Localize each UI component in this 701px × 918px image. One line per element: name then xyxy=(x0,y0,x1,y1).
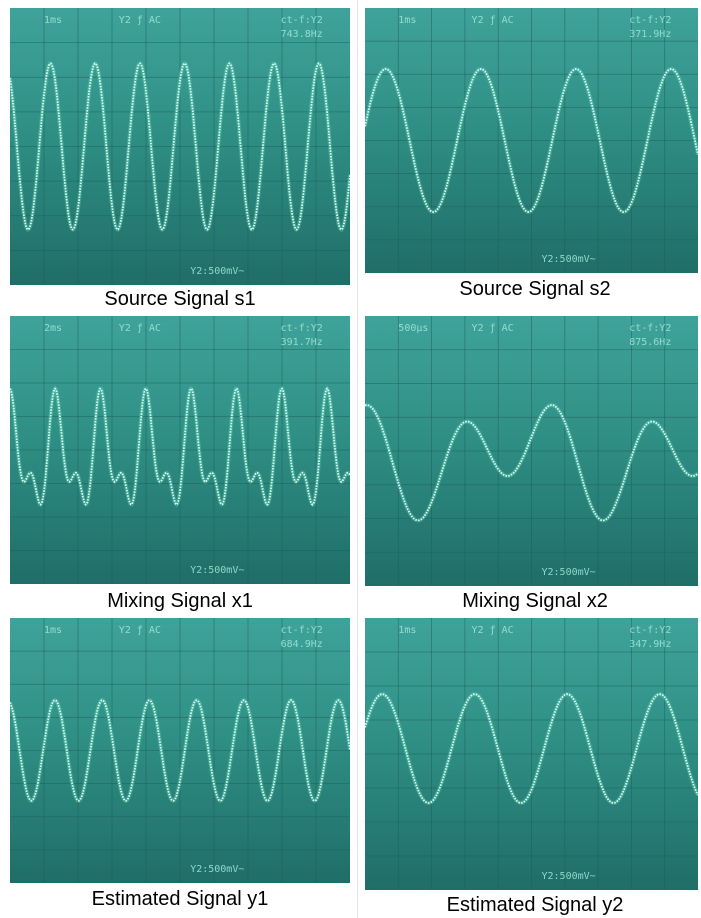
trigger: Y2 ƒ AC xyxy=(472,15,514,26)
trigger: Y2 ƒ AC xyxy=(119,323,161,334)
timebase: 500μs xyxy=(398,323,428,334)
mode: ct-f:Y2 xyxy=(629,15,671,26)
trigger: Y2 ƒ AC xyxy=(472,323,514,334)
mode: ct-f:Y2 xyxy=(281,15,323,26)
oscilloscope-screen: 500μs Y2 ƒ AC ct-f:Y2 875.6Hz Y2:500mV~ xyxy=(365,316,698,586)
caption: Mixing Signal x1 xyxy=(10,590,350,613)
caption: Mixing Signal x2 xyxy=(365,590,701,613)
oscilloscope-screen: 1ms Y2 ƒ AC ct-f:Y2 684.9Hz Y2:500mV~ xyxy=(10,618,350,883)
mode: ct-f:Y2 xyxy=(629,625,671,636)
frequency: 391.7Hz xyxy=(281,337,323,348)
timebase: 1ms xyxy=(44,625,62,636)
mode: ct-f:Y2 xyxy=(281,625,323,636)
trigger: Y2 ƒ AC xyxy=(119,625,161,636)
timebase: 2ms xyxy=(44,323,62,334)
trigger: Y2 ƒ AC xyxy=(119,15,161,26)
caption: Estimated Signal y2 xyxy=(365,894,701,917)
trigger: Y2 ƒ AC xyxy=(472,625,514,636)
oscilloscope-screen: 1ms Y2 ƒ AC ct-f:Y2 743.8Hz Y2:500mV~ xyxy=(10,8,350,285)
timebase: 1ms xyxy=(398,625,416,636)
mode: ct-f:Y2 xyxy=(629,323,671,334)
caption: Source Signal s1 xyxy=(10,288,350,311)
scale: Y2:500mV~ xyxy=(190,565,244,576)
caption: Source Signal s2 xyxy=(365,278,701,301)
scale: Y2:500mV~ xyxy=(541,254,595,265)
timebase: 1ms xyxy=(398,15,416,26)
frequency: 684.9Hz xyxy=(281,639,323,650)
scale: Y2:500mV~ xyxy=(541,567,595,578)
timebase: 1ms xyxy=(44,15,62,26)
frequency: 743.8Hz xyxy=(281,29,323,40)
scale: Y2:500mV~ xyxy=(190,864,244,875)
page: {"panels": [ {"timebase": "1ms", "trigge… xyxy=(0,0,701,918)
scale: Y2:500mV~ xyxy=(190,266,244,277)
mode: ct-f:Y2 xyxy=(281,323,323,334)
scale: Y2:500mV~ xyxy=(541,871,595,882)
oscilloscope-screen: 1ms Y2 ƒ AC ct-f:Y2 371.9Hz Y2:500mV~ xyxy=(365,8,698,273)
caption: Estimated Signal y1 xyxy=(10,888,350,911)
frequency: 371.9Hz xyxy=(629,29,671,40)
oscilloscope-screen: 1ms Y2 ƒ AC ct-f:Y2 347.9Hz Y2:500mV~ xyxy=(365,618,698,890)
oscilloscope-screen: 2ms Y2 ƒ AC ct-f:Y2 391.7Hz Y2:500mV~ xyxy=(10,316,350,584)
frequency: 347.9Hz xyxy=(629,639,671,650)
divider xyxy=(357,0,358,918)
frequency: 875.6Hz xyxy=(629,337,671,348)
